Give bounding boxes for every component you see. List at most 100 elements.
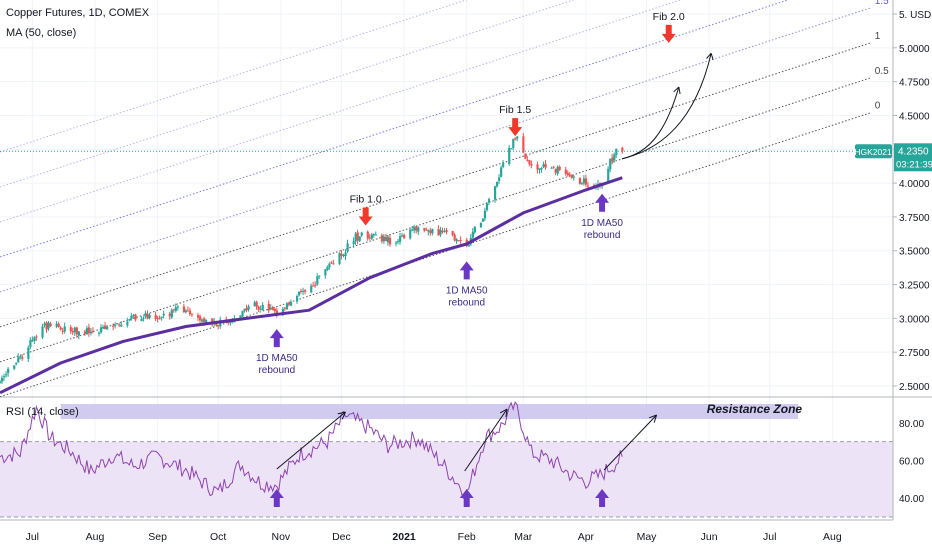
candle-body: [580, 183, 584, 185]
candle-body: [354, 233, 357, 242]
candle-body: [281, 309, 285, 314]
candle-body: [287, 302, 291, 305]
candle-body: [471, 231, 474, 238]
symbol-tag: HGK2021: [854, 147, 892, 157]
candle-body: [100, 327, 103, 333]
time-tick-label: Apr: [578, 531, 595, 543]
candle-body: [508, 147, 511, 165]
candle-body: [45, 322, 48, 330]
projection-arrow-head: [706, 52, 714, 61]
candle-body: [245, 307, 248, 311]
symbol-tag-bg: [855, 144, 892, 159]
candle-body: [586, 185, 590, 187]
candle-body: [326, 267, 329, 270]
candle-body: [77, 331, 80, 336]
candle-body: [172, 309, 175, 311]
rebound-label: rebound: [448, 297, 485, 308]
candle-body: [69, 327, 72, 332]
candle-body: [496, 181, 499, 187]
candle-body: [481, 218, 485, 222]
price-tick-label: 5. USD: [899, 10, 931, 21]
candle-body: [241, 310, 244, 317]
candle-body: [455, 239, 458, 242]
candle-body: [360, 232, 363, 236]
candle-body: [156, 317, 159, 319]
candle-body: [201, 319, 204, 322]
candle-body: [61, 330, 64, 332]
candle-body: [483, 210, 487, 219]
candle-body: [120, 324, 123, 327]
candle-body: [310, 285, 313, 293]
price-tick-label: 2.5000: [899, 382, 930, 393]
fib-arrow: [508, 118, 523, 137]
candle-body: [162, 313, 165, 316]
candle-body: [71, 331, 74, 333]
rebound-arrow-shape: [459, 261, 474, 280]
fib-level-label: 0: [875, 101, 881, 112]
candle-body: [514, 138, 517, 140]
fib-level-label: 1: [875, 31, 881, 42]
price-tick-label: 4.5000: [899, 111, 930, 122]
candle-body: [253, 302, 256, 306]
candle-body: [431, 228, 434, 234]
candle-body: [318, 275, 321, 277]
candle-body: [524, 153, 527, 159]
price-tick-label: 3.5000: [899, 247, 930, 258]
candle-body: [554, 168, 557, 173]
candle-body: [316, 276, 319, 285]
candle-body: [184, 310, 188, 313]
rebound-label: 1D MA50: [256, 353, 298, 364]
candle-body: [338, 253, 341, 264]
candle-body: [512, 139, 515, 149]
candle-body: [516, 136, 519, 139]
candle-body: [63, 326, 66, 332]
candle-body: [538, 168, 541, 170]
candle-body: [300, 290, 303, 292]
price-tag: 4.2350: [898, 146, 929, 157]
candle-body: [174, 307, 177, 311]
candle-body: [611, 157, 614, 162]
candle-body: [182, 306, 186, 312]
rsi-trend-arrow-shaft: [603, 414, 657, 471]
candle-body: [451, 231, 454, 236]
rebound-label: 1D MA50: [581, 218, 623, 229]
time-tick-label: Jul: [26, 531, 39, 543]
candle-body: [186, 310, 190, 312]
axes: 2.5000 2.7500 3.0000 3.2500 3.5000 3.7500 4.00…: [0, 0, 932, 543]
time-tick-label: Jul: [763, 531, 776, 543]
candle-body: [5, 374, 8, 376]
candle-body: [15, 362, 18, 365]
candle-body: [83, 331, 87, 334]
candle-body: [106, 326, 109, 330]
time-tick-label: 2021: [392, 531, 416, 543]
rsi-trend-arrow: [276, 411, 346, 470]
candle-body: [217, 325, 220, 327]
candle-body: [203, 318, 206, 323]
candle-body: [510, 148, 513, 150]
rsi-legend: RSI (14, close): [6, 406, 79, 418]
candle-body: [91, 330, 95, 332]
candle-body: [582, 178, 586, 184]
candle-body: [344, 252, 347, 257]
rsi-bottom-arrow: [269, 489, 284, 507]
candle-body: [269, 307, 272, 310]
candle-body: [13, 365, 16, 369]
candle-body: [397, 241, 400, 243]
fib-label: Fib 1.0: [350, 193, 382, 205]
candle-body: [584, 178, 588, 185]
rebound-arrow: [459, 261, 474, 280]
candle-body: [522, 136, 525, 153]
candle-body: [372, 234, 375, 236]
candle-body: [439, 229, 442, 235]
candle-body: [114, 324, 117, 326]
rsi-bottom-arrow: [459, 489, 474, 507]
candle-body: [613, 154, 616, 161]
candle-body: [485, 203, 489, 211]
fib-arrow: [661, 24, 676, 43]
candle-body: [368, 237, 371, 239]
candle-body: [158, 318, 161, 320]
candle-body: [134, 314, 137, 320]
price-tick-label: 3.2500: [899, 281, 930, 292]
rebound-label: rebound: [584, 230, 621, 241]
rsi-trend-arrow-head: [499, 408, 508, 417]
